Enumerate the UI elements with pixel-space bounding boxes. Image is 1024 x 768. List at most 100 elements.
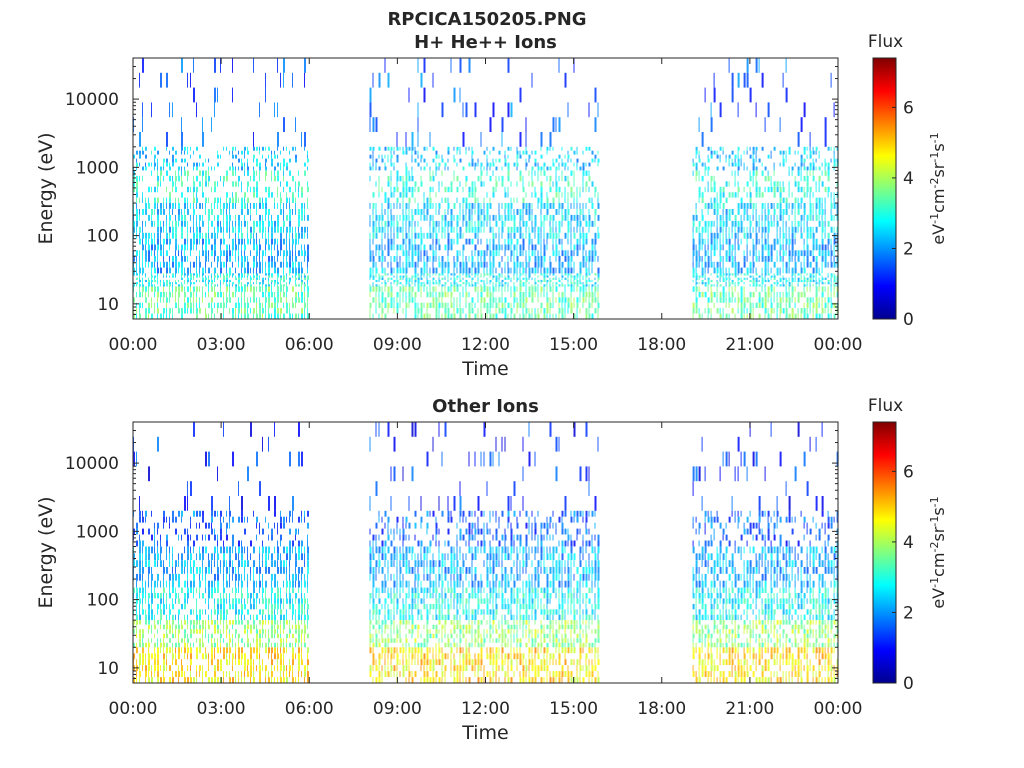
heatmap-cell <box>707 158 710 163</box>
heatmap-cell <box>540 273 543 276</box>
heatmap-cell <box>414 275 417 278</box>
heatmap-cell <box>274 297 276 303</box>
heatmap-cell <box>420 275 422 278</box>
heatmap-cell <box>166 642 168 648</box>
heatmap-cell <box>728 267 730 274</box>
heatmap-cell <box>585 170 588 176</box>
heatmap-cell <box>782 297 784 303</box>
heatmap-cell <box>426 232 429 239</box>
heatmap-cell <box>429 203 432 209</box>
heatmap-cell <box>241 284 242 287</box>
heatmap-cell <box>133 220 135 227</box>
heatmap-cell <box>154 197 156 203</box>
heatmap-cell <box>570 232 572 239</box>
heatmap-cell <box>782 244 784 251</box>
heatmap-cell <box>489 302 492 309</box>
heatmap-cell <box>770 250 773 257</box>
heatmap-cell <box>157 593 159 599</box>
heatmap-cell <box>241 308 242 314</box>
heatmap-cell <box>725 220 728 227</box>
heatmap-cell <box>390 284 392 287</box>
heatmap-cell <box>462 273 464 276</box>
heatmap-cell <box>776 267 779 274</box>
heatmap-cell <box>172 282 173 285</box>
heatmap-cell <box>429 175 432 182</box>
heatmap-cell <box>420 286 422 292</box>
heatmap-cell <box>719 279 721 283</box>
heatmap-cell <box>477 209 480 215</box>
heatmap-cell <box>304 132 306 147</box>
heatmap-cell <box>178 244 179 251</box>
heatmap-cell <box>561 158 563 163</box>
heatmap-cell <box>821 286 824 292</box>
heatmap-cell <box>426 279 429 283</box>
heatmap-cell <box>277 102 278 118</box>
heatmap-cell <box>205 232 207 239</box>
heatmap-cell <box>833 291 835 298</box>
heatmap-cell <box>274 256 275 262</box>
heatmap-cell <box>274 302 276 309</box>
heatmap-cell <box>178 609 180 615</box>
heatmap-cell <box>591 238 594 245</box>
heatmap-cell <box>169 256 170 262</box>
heatmap-cell <box>758 186 761 193</box>
heatmap-cell <box>794 162 796 167</box>
heatmap-cell <box>459 181 461 187</box>
heatmap-cell <box>247 275 248 278</box>
heatmap-cell <box>549 132 552 147</box>
heatmap-cell <box>408 256 410 262</box>
heatmap-cell <box>510 197 512 203</box>
heatmap-cell <box>516 279 518 283</box>
heatmap-cell <box>160 170 162 176</box>
heatmap-cell <box>387 154 389 159</box>
heatmap-cell <box>537 203 539 209</box>
heatmap-cell <box>737 291 739 298</box>
heatmap-cell <box>797 297 800 303</box>
heatmap-cell <box>235 277 237 280</box>
heatmap-cell <box>432 279 434 283</box>
heatmap-cell <box>139 250 140 257</box>
heatmap-cell <box>184 297 185 303</box>
heatmap-cell <box>728 275 730 278</box>
heatmap-cell <box>256 238 257 245</box>
heatmap-cell <box>202 279 204 283</box>
heatmap-cell <box>232 282 234 285</box>
heatmap-cell <box>710 226 712 233</box>
heatmap-cell <box>169 267 171 274</box>
heatmap-cell <box>301 132 302 147</box>
heatmap-cell <box>226 146 227 151</box>
heatmap-cell <box>531 175 533 182</box>
heatmap-cell <box>286 286 288 292</box>
heatmap-cell <box>812 244 815 251</box>
heatmap-cell <box>824 209 826 215</box>
heatmap-cell <box>274 291 275 298</box>
heatmap-cell <box>166 226 167 233</box>
heatmap-cell <box>142 58 144 73</box>
heatmap-cell <box>815 166 817 171</box>
heatmap-cell <box>148 197 149 203</box>
heatmap-cell <box>175 150 177 155</box>
heatmap-cell <box>758 226 760 233</box>
heatmap-cell <box>516 162 519 167</box>
heatmap-cell <box>250 277 252 280</box>
heatmap-cell <box>187 277 189 280</box>
heatmap-cell <box>277 291 279 298</box>
heatmap-cell <box>815 256 818 262</box>
heatmap-cell <box>265 297 267 303</box>
heatmap-cell <box>187 244 188 251</box>
heatmap-cell <box>707 282 710 285</box>
heatmap-cell <box>791 282 793 285</box>
heatmap-cell <box>561 302 563 309</box>
heatmap-cell <box>695 244 697 251</box>
heatmap-cell <box>399 267 402 274</box>
heatmap-cell <box>181 58 183 73</box>
heatmap-cell <box>408 279 411 283</box>
heatmap-cell <box>190 284 191 287</box>
heatmap-cell <box>570 170 573 176</box>
heatmap-cell <box>283 267 284 274</box>
heatmap-cell <box>450 302 453 309</box>
heatmap-cell <box>295 117 296 132</box>
heatmap-cell <box>181 624 183 630</box>
heatmap-cell <box>387 197 390 203</box>
